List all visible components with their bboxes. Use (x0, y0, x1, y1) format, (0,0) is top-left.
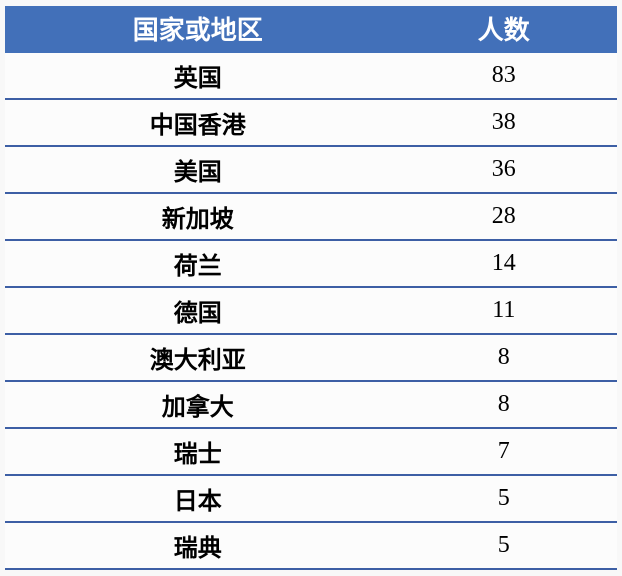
region-count-table: 国家或地区 人数 英国 83 中国香港 38 美国 36 新加坡 28 荷兰 1… (5, 6, 617, 570)
cell-count: 11 (391, 287, 617, 334)
cell-region: 荷兰 (5, 240, 391, 287)
header-region: 国家或地区 (5, 6, 391, 53)
cell-count: 14 (391, 240, 617, 287)
table-row: 美国 36 (5, 146, 617, 193)
cell-count: 83 (391, 53, 617, 99)
table-row: 瑞士 7 (5, 428, 617, 475)
cell-region: 瑞典 (5, 522, 391, 569)
cell-region: 日本 (5, 475, 391, 522)
cell-count: 8 (391, 381, 617, 428)
table-header-row: 国家或地区 人数 (5, 6, 617, 53)
table-row: 荷兰 14 (5, 240, 617, 287)
cell-region: 加拿大 (5, 381, 391, 428)
table-row: 中国香港 38 (5, 99, 617, 146)
cell-count: 28 (391, 193, 617, 240)
cell-count: 7 (391, 428, 617, 475)
cell-region: 瑞士 (5, 428, 391, 475)
cell-count: 5 (391, 522, 617, 569)
table-row: 德国 11 (5, 287, 617, 334)
table-row: 加拿大 8 (5, 381, 617, 428)
header-count: 人数 (391, 6, 617, 53)
table-body: 英国 83 中国香港 38 美国 36 新加坡 28 荷兰 14 德国 11 澳… (5, 53, 617, 569)
cell-count: 38 (391, 99, 617, 146)
table-row: 新加坡 28 (5, 193, 617, 240)
table-row: 日本 5 (5, 475, 617, 522)
cell-count: 36 (391, 146, 617, 193)
cell-region: 英国 (5, 53, 391, 99)
cell-region: 德国 (5, 287, 391, 334)
cell-region: 中国香港 (5, 99, 391, 146)
cell-region: 美国 (5, 146, 391, 193)
cell-region: 新加坡 (5, 193, 391, 240)
table-row: 英国 83 (5, 53, 617, 99)
table-row: 澳大利亚 8 (5, 334, 617, 381)
cell-region: 澳大利亚 (5, 334, 391, 381)
table-row: 瑞典 5 (5, 522, 617, 569)
cell-count: 8 (391, 334, 617, 381)
cell-count: 5 (391, 475, 617, 522)
